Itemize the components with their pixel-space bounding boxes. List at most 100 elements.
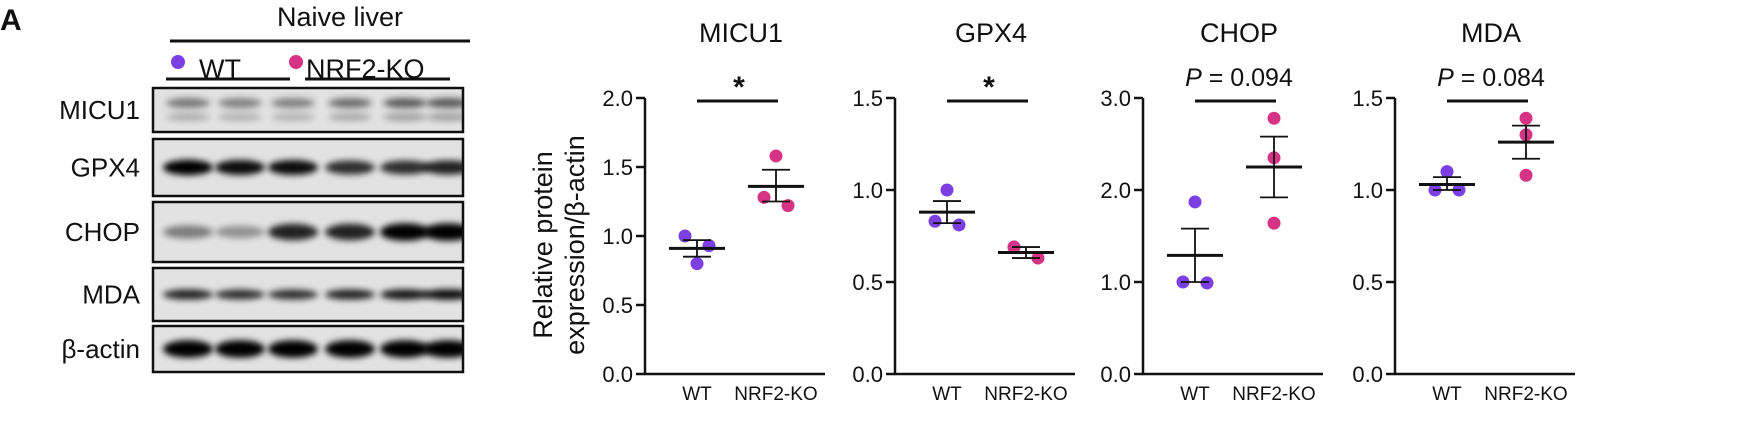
- blot-band: [423, 160, 462, 175]
- blot-row-label: β-actin: [61, 334, 140, 364]
- blot-title: Naive liver: [277, 2, 403, 32]
- x-tick-label: WT: [682, 384, 712, 405]
- y-tick-label: 0.5: [852, 270, 883, 295]
- blot-band: [328, 98, 372, 108]
- blot-band: [163, 159, 213, 176]
- chart-mda: MDA 0.0 0.5 1.0 1.5 WT NRF2-KO P = 0.084: [1352, 18, 1575, 405]
- blot-row-label: CHOP: [65, 217, 140, 247]
- blot-row-3: MDA: [82, 266, 465, 323]
- x-tick-label: WT: [1180, 384, 1210, 405]
- blot-band: [268, 223, 318, 241]
- x-tick-label: NRF2-KO: [734, 384, 817, 405]
- significance-asterisk: *: [733, 71, 745, 104]
- ko-legend-dot: [289, 55, 303, 69]
- blot-row-label: GPX4: [71, 153, 140, 183]
- blot-band: [423, 289, 462, 300]
- blot-band: [163, 225, 213, 239]
- y-tick-label: 1.5: [1352, 86, 1383, 111]
- y-tick-label: 1.5: [852, 86, 883, 111]
- blot-strip: [151, 86, 465, 134]
- blot-band: [380, 160, 430, 175]
- x-tick-label: NRF2-KO: [984, 384, 1067, 405]
- y-tick-label: 1.0: [852, 178, 883, 203]
- blot-band: [218, 113, 262, 121]
- y-tick-label: 1.0: [602, 224, 633, 249]
- blot-band: [215, 289, 265, 300]
- blot-band: [268, 159, 318, 176]
- x-tick-label: WT: [1432, 384, 1462, 405]
- y-tick-label: 1.0: [1352, 178, 1383, 203]
- chart-chop: CHOP 0.0 1.0 2.0 3.0 WT NRF2-KO P = 0.094: [1100, 18, 1323, 405]
- y-tick-label: 0.0: [1100, 362, 1131, 387]
- data-point-wt: [690, 257, 704, 271]
- blot-band: [380, 289, 430, 300]
- blot-row-1: GPX4: [71, 137, 465, 198]
- blot-band: [328, 113, 372, 121]
- blot-band: [380, 340, 430, 358]
- data-point-nrf2-ko: [1519, 111, 1533, 125]
- data-point-wt: [1200, 276, 1214, 290]
- blot-band: [163, 289, 213, 300]
- blot-band: [423, 223, 462, 241]
- p-value-label: P = 0.094: [1185, 64, 1293, 92]
- data-point-wt: [702, 239, 716, 253]
- y-tick-label: 0.5: [1352, 270, 1383, 295]
- data-point-wt: [940, 183, 954, 197]
- blot-row-2: CHOP: [65, 200, 465, 264]
- wt-legend-dot: [171, 55, 185, 69]
- data-point-wt: [952, 218, 966, 232]
- data-point-wt: [1440, 165, 1454, 179]
- x-tick-label: NRF2-KO: [1484, 384, 1567, 405]
- blot-band: [215, 340, 265, 358]
- blot-band: [426, 98, 462, 108]
- blot-band: [218, 98, 262, 108]
- blot-band: [383, 113, 427, 121]
- chart-micu1: MICU1 0.0 0.5 1.0 1.5 2.0 WT NRF2-KO *: [602, 18, 825, 405]
- blot-band: [426, 113, 462, 121]
- blot-band: [215, 159, 265, 176]
- y-axis-label-line2: expression/β-actin: [560, 135, 590, 355]
- y-axis-label: Relative protein expression/β-actin: [528, 135, 590, 355]
- blot-band: [163, 340, 213, 358]
- blot-band: [325, 160, 375, 175]
- blot-band: [268, 340, 318, 358]
- blot-row-label: MDA: [82, 280, 140, 310]
- y-tick-label: 0.0: [852, 362, 883, 387]
- blot-band: [423, 340, 462, 358]
- y-tick-label: 2.0: [602, 86, 633, 111]
- chart-title: CHOP: [1200, 18, 1278, 48]
- y-axis-label-line1: Relative protein: [528, 151, 558, 339]
- blot-band: [325, 223, 375, 241]
- blot-band: [215, 225, 265, 239]
- y-tick-label: 0.5: [602, 293, 633, 318]
- blot-band: [325, 340, 375, 358]
- chart-title: GPX4: [955, 18, 1027, 48]
- blot-band: [383, 98, 427, 108]
- western-blot: MICU1 GPX4 CHOP MDA β-actin: [59, 86, 465, 374]
- chart-gpx4: GPX4 0.0 0.5 1.0 1.5 WT NRF2-KO *: [852, 18, 1075, 405]
- blot-row-0: MICU1: [59, 86, 465, 134]
- x-tick-label: NRF2-KO: [1232, 384, 1315, 405]
- blot-band: [325, 289, 375, 300]
- blot-band: [271, 98, 315, 108]
- charts: MICU1 0.0 0.5 1.0 1.5 2.0 WT NRF2-KO * GPX4 0.0 0.5…: [602, 18, 1575, 405]
- blot-band: [166, 98, 210, 108]
- chart-title: MDA: [1461, 18, 1521, 48]
- data-point-wt: [928, 214, 942, 228]
- blot-row-4: β-actin: [61, 324, 465, 374]
- significance-asterisk: *: [983, 71, 995, 104]
- x-tick-label: WT: [932, 384, 962, 405]
- blot-band: [166, 113, 210, 121]
- y-tick-label: 3.0: [1100, 86, 1131, 111]
- blot-band: [268, 289, 318, 300]
- data-point-nrf2-ko: [1519, 168, 1533, 182]
- blot-row-label: MICU1: [59, 95, 140, 125]
- chart-title: MICU1: [699, 18, 783, 48]
- y-tick-label: 1.0: [1100, 270, 1131, 295]
- panel-label: A: [0, 4, 22, 37]
- blot-band: [380, 223, 430, 241]
- data-point-nrf2-ko: [1267, 216, 1281, 230]
- data-point-nrf2-ko: [1267, 111, 1281, 125]
- data-point-wt: [1188, 195, 1202, 209]
